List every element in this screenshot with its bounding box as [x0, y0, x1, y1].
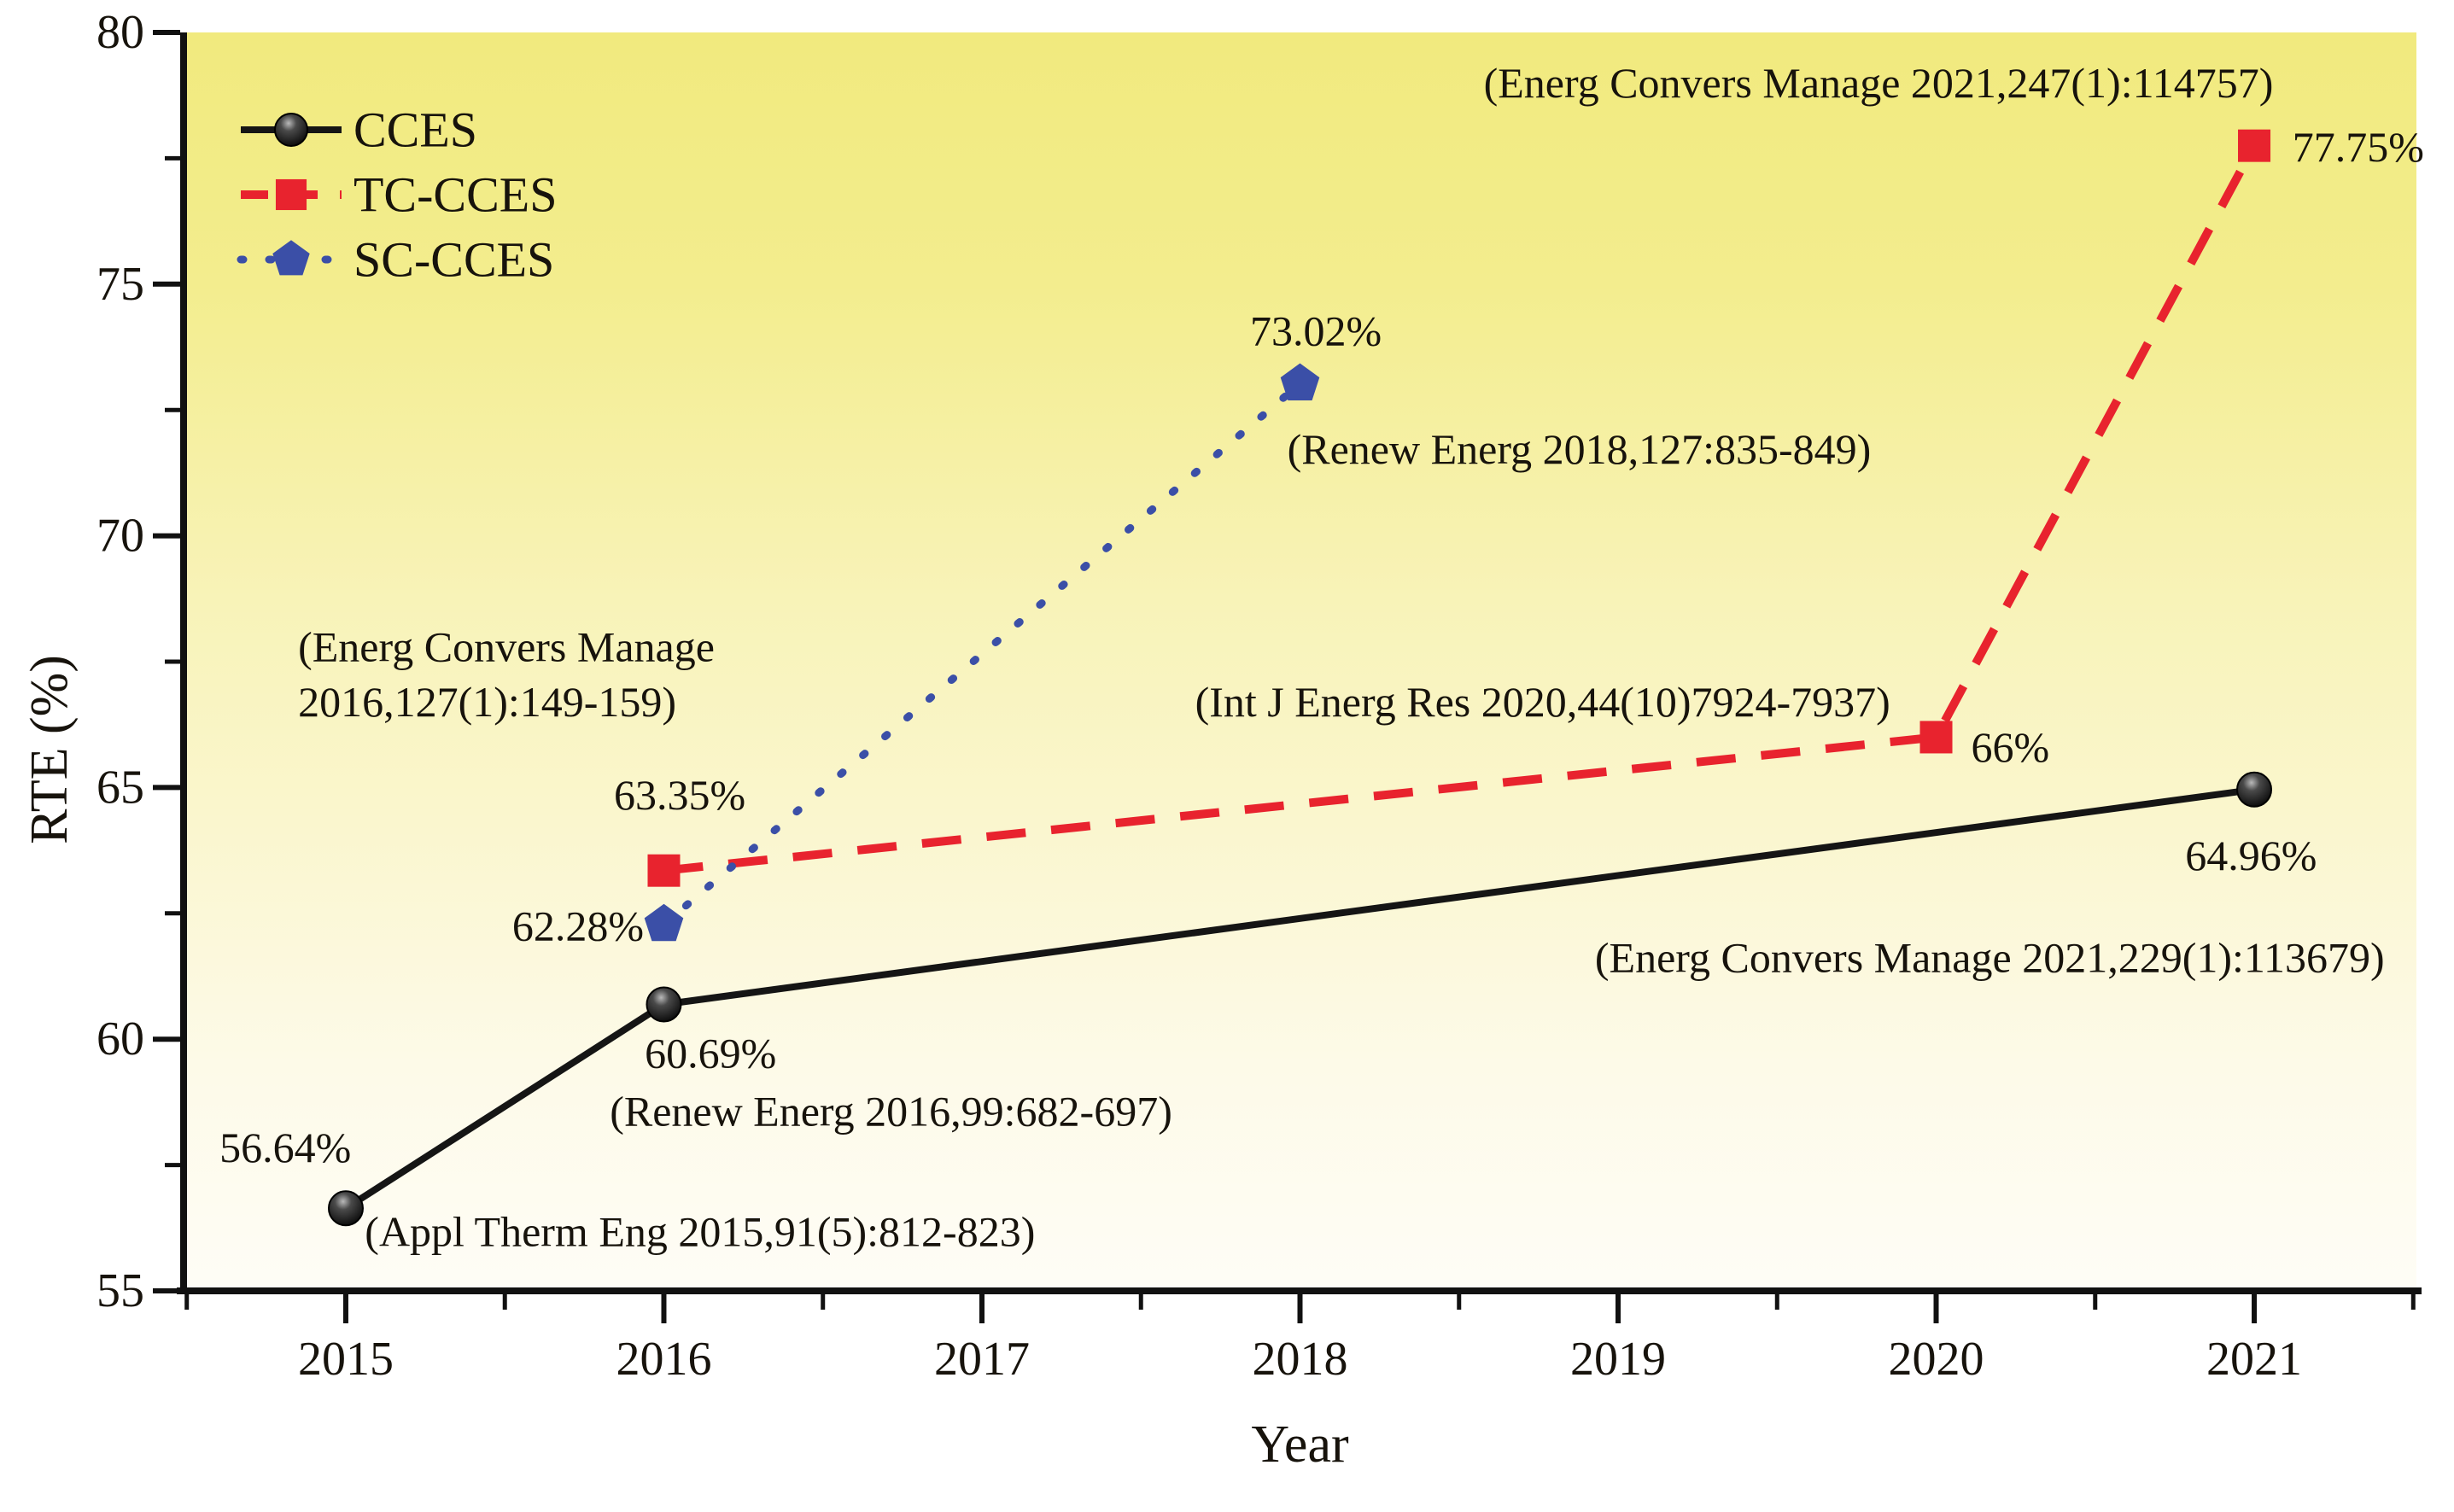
x-tick-label: 2019	[1570, 1333, 1666, 1386]
series-line-sc-cces	[660, 380, 1304, 929]
citation-annotation: (Energ Convers Manage	[298, 622, 715, 670]
y-tick-label: 80	[96, 6, 144, 59]
citation-annotation: (Energ Convers Manage 2021,229(1):113679…	[1595, 934, 2385, 982]
sc-cces-pentagon-marker	[644, 903, 684, 942]
x-axis-spine	[177, 1287, 2422, 1294]
legend-item-cces: CCES	[241, 102, 477, 158]
cces-sphere-marker	[274, 113, 308, 147]
legend-item-sc-cces: SC-CCES	[237, 232, 554, 288]
data-value-label: 56.64%	[219, 1124, 351, 1171]
y-axis-spine	[180, 32, 187, 1294]
x-axis-title: Year	[1251, 1416, 1349, 1474]
x-tick-label: 2017	[934, 1333, 1030, 1386]
data-value-label: 64.96%	[2185, 832, 2317, 879]
tc-cces-square-marker	[2238, 129, 2271, 162]
x-tick-label: 2020	[1889, 1333, 1984, 1386]
axis-ticks	[153, 30, 2416, 1323]
citation-annotation: (Int J Energ Res 2020,44(10)7924-7937)	[1195, 678, 1890, 726]
cces-sphere-marker	[327, 1190, 364, 1227]
x-tick-label: 2021	[2206, 1333, 2302, 1386]
legend: CCES TC-CCES SC-CCES	[237, 102, 558, 288]
y-tick-label: 55	[96, 1264, 144, 1317]
y-tick-label: 60	[96, 1013, 144, 1065]
tc-cces-square-marker	[275, 178, 307, 211]
cces-sphere-marker	[2236, 771, 2273, 808]
y-tick-label: 70	[96, 510, 144, 563]
legend-item-tc-cces: TC-CCES	[241, 167, 558, 223]
cces-sphere-marker	[646, 986, 682, 1023]
citation-annotation: (Energ Convers Manage 2021,247(1):114757…	[1484, 59, 2274, 107]
citation-annotation: 2016,127(1):149-159)	[298, 678, 676, 726]
x-tick-label: 2016	[616, 1333, 711, 1386]
data-value-label: 60.69%	[645, 1030, 776, 1077]
series-sc-cces	[644, 363, 1320, 942]
legend-label: SC-CCES	[353, 232, 554, 288]
data-value-label: 63.35%	[614, 771, 745, 819]
y-axis-title: RTE (%)	[20, 655, 79, 844]
data-value-label: 66%	[1972, 723, 2050, 771]
y-tick-label: 75	[96, 258, 144, 311]
sc-cces-pentagon-marker	[1280, 363, 1320, 400]
series-tc-cces	[647, 129, 2271, 887]
citation-annotation: (Renew Energ 2016,99:682-697)	[610, 1088, 1172, 1135]
series-cces	[327, 771, 2273, 1227]
tc-cces-square-marker	[647, 854, 681, 887]
data-value-label: 62.28%	[512, 902, 644, 950]
y-tick-label: 65	[96, 761, 144, 814]
legend-label: TC-CCES	[353, 167, 558, 223]
x-tick-label: 2015	[298, 1333, 394, 1386]
tc-cces-square-marker	[1919, 721, 1953, 754]
citation-annotation: (Renew Energ 2018,127:835-849)	[1288, 425, 1872, 473]
data-value-label: 73.02%	[1250, 307, 1382, 355]
citation-annotation: (Appl Therm Eng 2015,91(5):812-823)	[365, 1207, 1035, 1255]
sc-cces-pentagon-marker	[272, 240, 310, 276]
x-tick-label: 2018	[1253, 1333, 1348, 1386]
plot-background	[184, 32, 2416, 1291]
series-line-tc-cces	[663, 143, 2258, 875]
legend-label: CCES	[353, 102, 477, 158]
data-value-label: 77.75%	[2293, 123, 2424, 171]
